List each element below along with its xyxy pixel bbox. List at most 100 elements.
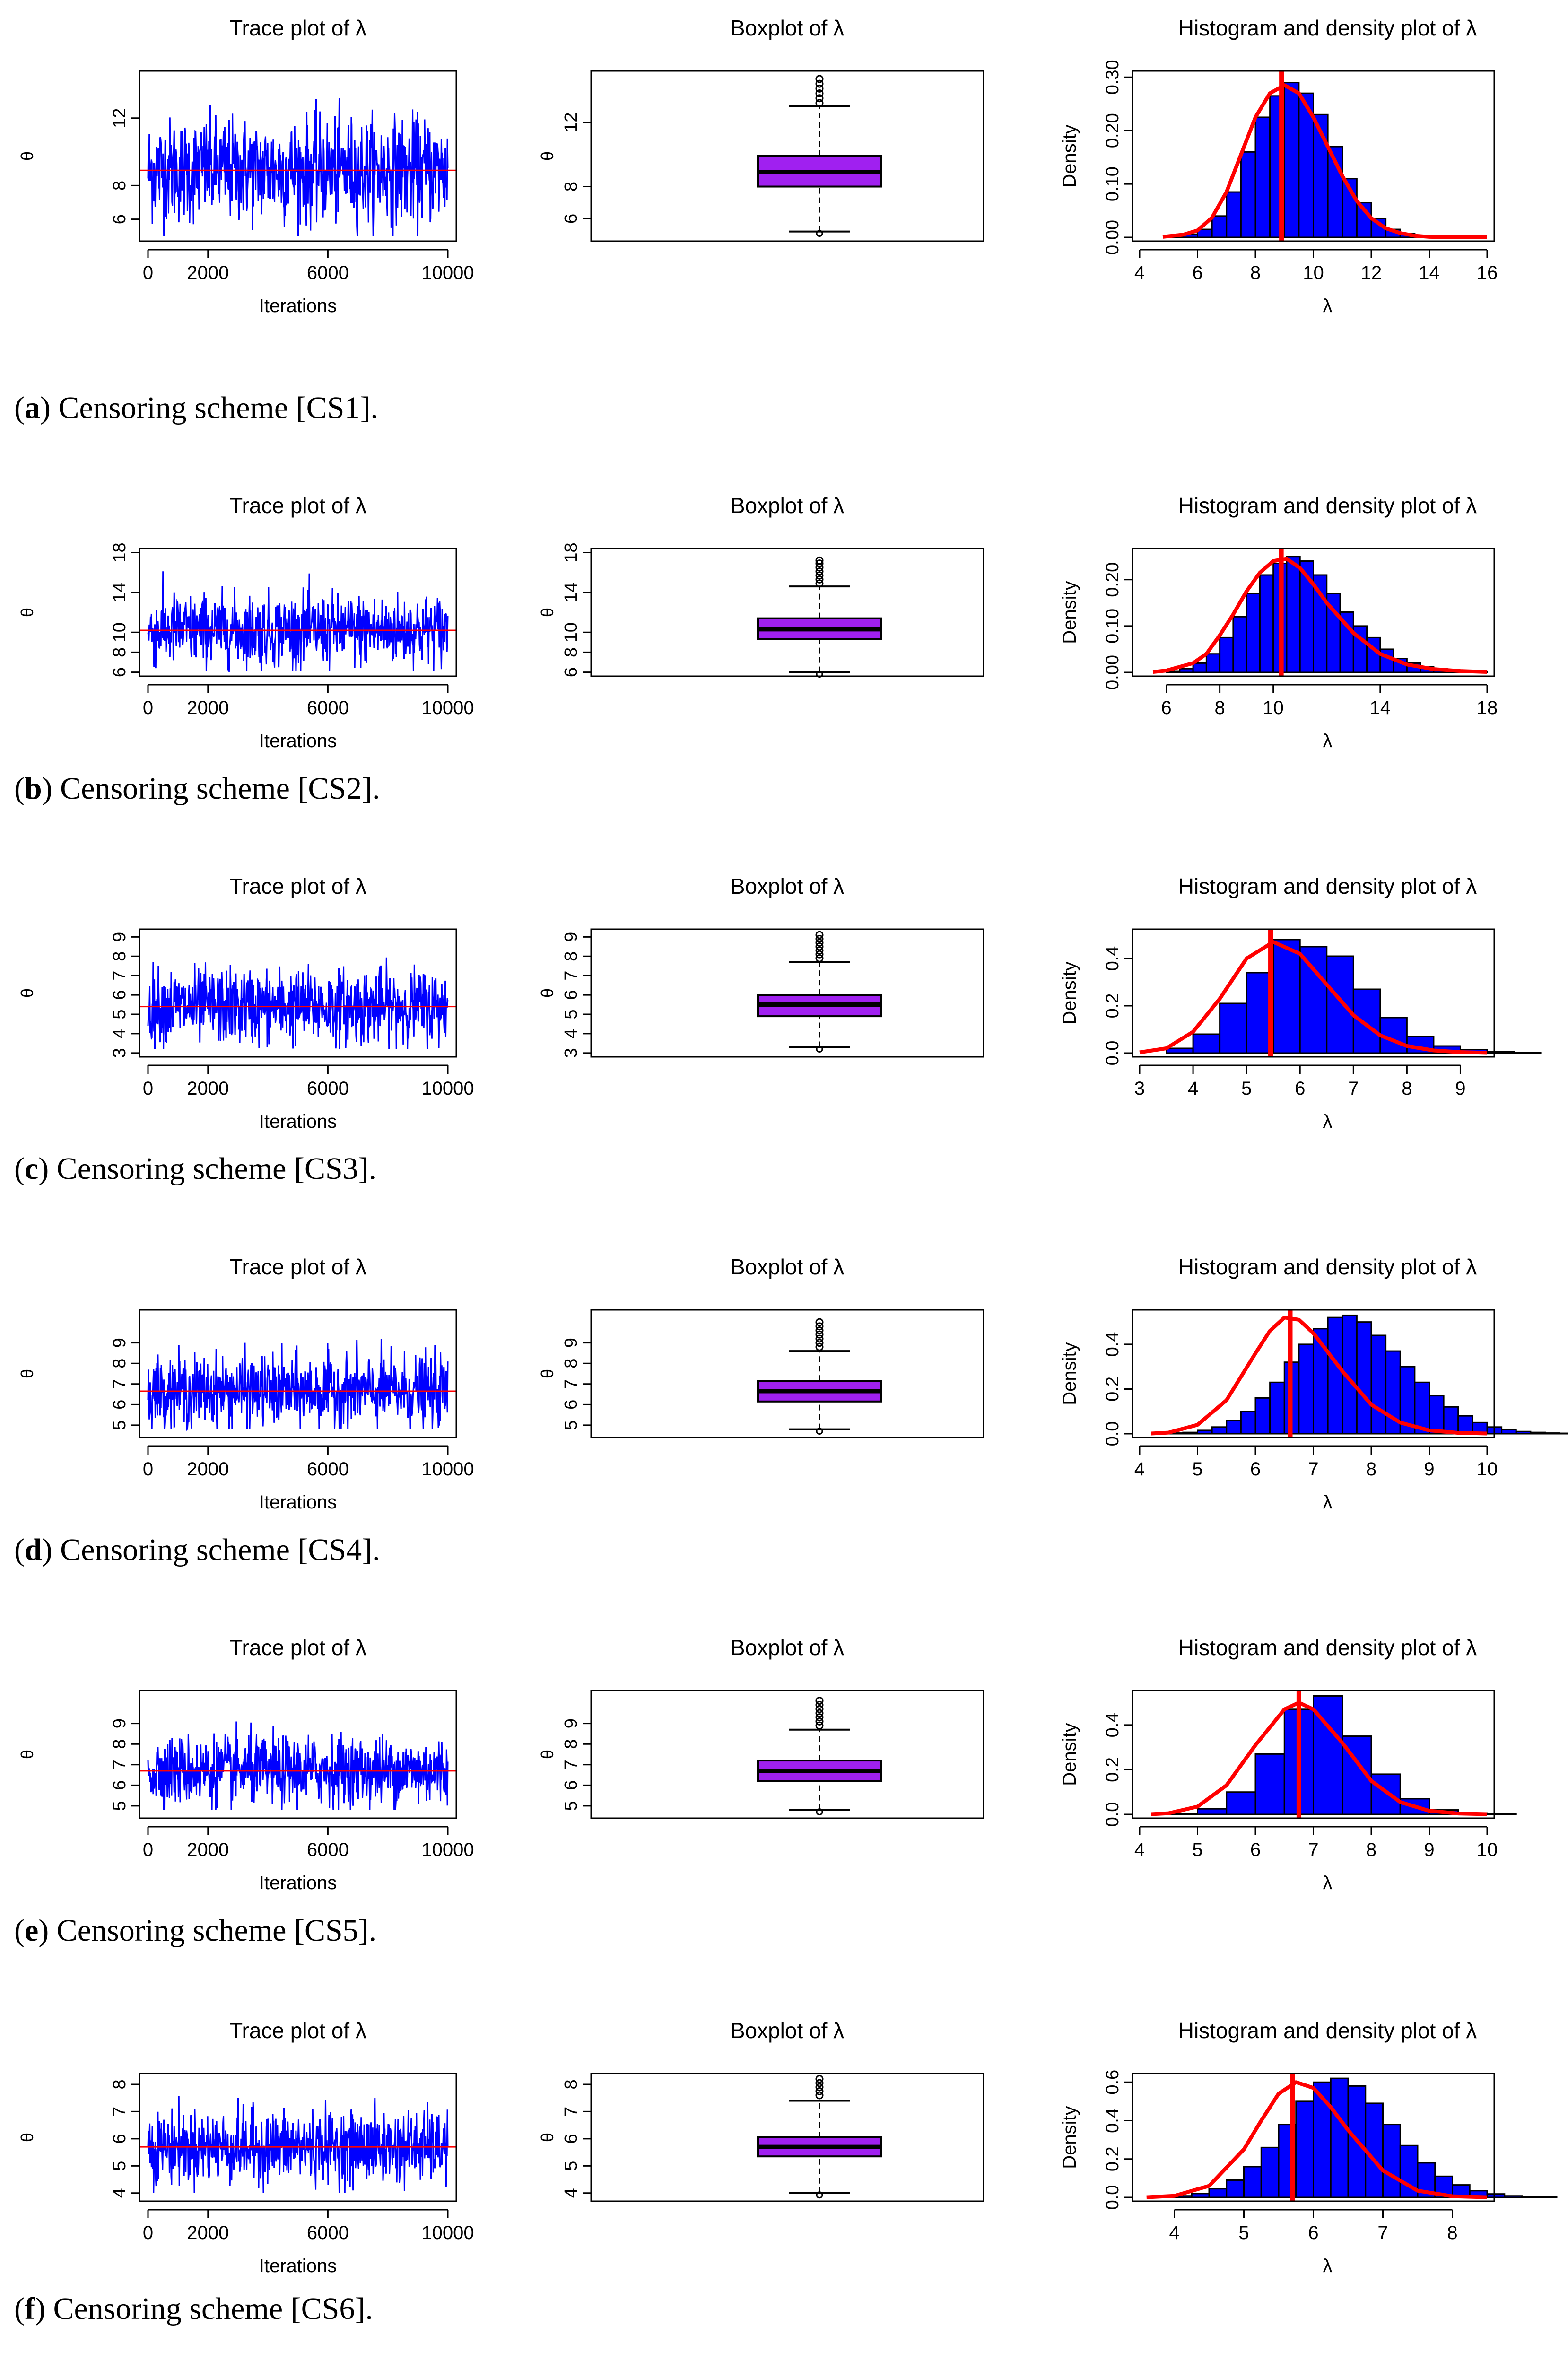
hist-xtick-label: 14 [1419,262,1440,283]
trace-ytick-label: 6 [110,1780,130,1790]
hist-xtick-label: 4 [1169,2222,1179,2243]
trace-ytick-label: 5 [110,2161,130,2171]
trace-frame [139,1690,457,1819]
hist-xlabel: λ [1323,1111,1333,1132]
box-outlier [815,1709,824,1717]
hist-ytick-label: 0.00 [1103,655,1123,690]
trace-ytick-label: 5 [110,1801,130,1811]
trace-ytick-label: 14 [110,583,130,602]
box-ytick-label: 5 [561,2161,581,2171]
hist-ytick-label: 0.6 [1103,2070,1123,2095]
trace-xtick-label: 6000 [307,1839,349,1860]
trace-ytick-label: 9 [110,1718,130,1728]
box-frame [590,1690,984,1819]
hist-title: Histogram and density plot of λ [1178,1635,1477,1660]
hist-bar [1260,2146,1280,2198]
hist-ytick-label: 0.00 [1103,220,1123,255]
hist-bar [1313,1328,1329,1435]
box-ylabel: θ [538,988,557,998]
box-title: Boxplot of λ [731,1635,844,1660]
caption-a: (a) Censoring scheme [CS1]. [14,390,378,426]
trace-ytick-label: 5 [110,1009,130,1019]
row-cs2: Trace plot of λ 6 8 10 14 18 θ 0 2000 6000 10000 It… [17,493,1498,751]
box-ylabel: θ [538,2133,557,2142]
trace-xlabel: Iterations [259,2256,337,2276]
trace-ytick-label: 7 [110,2107,130,2117]
hist-bar [1330,2077,1349,2198]
hist-bar [1486,2193,1506,2198]
trace-ytick-label: 6 [110,214,130,224]
hist-density-curve [1162,83,1488,239]
trace-ytick-label: 8 [110,647,130,657]
row-cs4: Trace plot of λ 5 6 7 8 9 θ 0 2000 6000 10000 Itera… [17,1255,1568,1513]
trace-xtick-label: 0 [143,697,153,718]
trace-xtick-label: 2000 [187,697,229,718]
hist-xtick-label: 4 [1134,262,1145,283]
trace-title: Trace plot of λ [229,2018,366,2043]
box-ytick-label: 6 [561,667,581,677]
box-outlier [815,946,824,955]
box-ytick-label: 8 [561,951,581,961]
trace-xlabel: Iterations [259,1873,337,1893]
box-title: Boxplot of λ [731,1255,844,1279]
box-outlier [816,1046,823,1053]
box-frame [590,548,984,677]
hist-xlabel: λ [1323,2256,1333,2276]
hist-bar [1356,1321,1372,1435]
caption-letter: f [24,2292,35,2326]
hist-bar [1240,1411,1256,1435]
box-outlier [815,567,824,576]
hist-xtick-label: 10 [1477,1459,1498,1480]
box-outlier [815,934,824,943]
box-ytick-label: 6 [561,1400,581,1410]
caption-letter: b [24,771,42,806]
box-outlier [815,559,824,568]
trace-ytick-label: 6 [110,990,130,1000]
hist-frame [1132,548,1495,677]
hist-bar [1211,1426,1228,1435]
hist-ytick-label: 0.2 [1103,2146,1123,2171]
trace-xtick-label: 6000 [307,2222,349,2243]
trace-xtick-label: 2000 [187,1078,229,1099]
trace-series [147,1721,449,1810]
trace-ytick-label: 6 [110,1400,130,1410]
hist-density-curve [1146,2080,1488,2199]
trace-frame [139,928,457,1058]
trace-ytick-label: 8 [110,1739,130,1749]
box-outlier [815,931,824,939]
box-ytick-label: 18 [561,542,581,562]
hist-bar [1501,1429,1517,1435]
hist-bar [1197,1429,1213,1435]
trace-xtick-label: 2000 [187,262,229,283]
box-outlier [815,1322,824,1331]
caption-open: ( [14,1913,25,1948]
hist-ylabel: Density [1059,2106,1080,2169]
box-ytick-label: 6 [561,1780,581,1790]
trace-xtick-label: 2000 [187,2222,229,2243]
hist-xlabel: λ [1323,1492,1333,1513]
hist-density-curve [1151,1316,1488,1436]
trace-ytick-label: 8 [110,181,130,191]
row-cs5: Trace plot of λ 5 6 7 8 9 θ 0 2000 6000 10000 Itera… [17,1635,1517,1893]
box-outlier [815,1326,824,1335]
caption-text: ) Censoring scheme [CS5]. [38,1913,377,1948]
trace-ylabel: θ [17,1750,37,1759]
trace-xtick-label: 0 [143,1459,153,1480]
hist-xtick-label: 8 [1366,1839,1376,1860]
caption-text: ) Censoring scheme [CS2]. [42,771,380,806]
hist-ytick-label: 0.20 [1103,113,1123,148]
hist-bar [1365,2102,1384,2198]
hist-xtick-label: 14 [1370,697,1391,718]
trace-ytick-label: 8 [110,951,130,961]
hist-bar [1283,82,1300,238]
trace-ytick-label: 9 [110,1338,130,1348]
trace-ytick-label: 8 [110,1359,130,1368]
hist-bar [1544,1432,1560,1435]
hist-bar [1295,2100,1314,2198]
hist-bar [1443,1406,1459,1435]
hist-bar [1286,556,1301,673]
caption-letter: a [24,391,40,425]
trace-xtick-label: 0 [143,1078,153,1099]
box-outlier [815,1705,824,1713]
box-ytick-label: 3 [561,1048,581,1058]
